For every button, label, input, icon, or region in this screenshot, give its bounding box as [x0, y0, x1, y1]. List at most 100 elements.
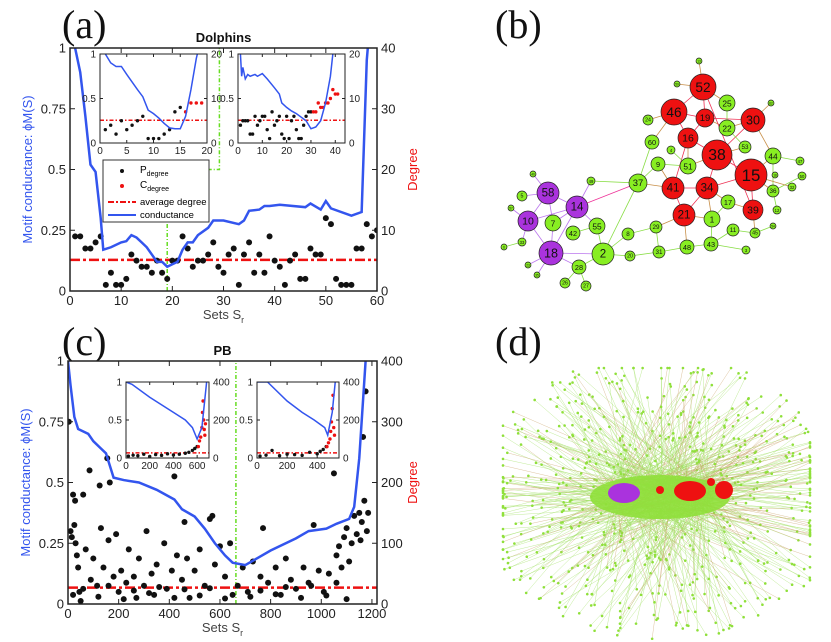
network-node-green — [589, 604, 593, 607]
p-degree-point — [330, 470, 337, 477]
network-node-green — [707, 415, 711, 418]
p-degree-point — [265, 579, 272, 586]
network-node-green — [643, 563, 647, 566]
network-node-green — [602, 530, 606, 534]
node-label: 40 — [531, 173, 535, 177]
p-degree-point — [263, 114, 267, 119]
p-degree-point — [184, 245, 191, 252]
network-edge — [584, 429, 673, 483]
network-node-green — [756, 559, 760, 562]
network-node-green: 55 — [588, 217, 606, 235]
network-node-green — [787, 451, 791, 454]
cluster-red — [656, 486, 664, 494]
network-node-green — [693, 572, 697, 576]
network-node-green — [651, 592, 654, 595]
network-edge — [668, 511, 730, 589]
network-node-green — [541, 498, 545, 502]
network-edge — [619, 503, 690, 612]
network-node-red: 21 — [672, 203, 696, 227]
network-node-green — [783, 435, 786, 439]
network-node-green — [616, 463, 620, 466]
network-node-green: 20 — [624, 250, 636, 262]
p-degree-point — [77, 597, 84, 604]
x-tick-label: 20 — [165, 293, 179, 308]
p-degree-point — [338, 281, 345, 288]
p-degree-point — [235, 281, 242, 288]
node-circle — [533, 271, 541, 279]
network-node-green — [752, 497, 756, 500]
network-node-green — [808, 475, 812, 479]
network-node-green — [723, 426, 726, 429]
p-degree-point — [162, 132, 166, 136]
p-degree-point — [275, 119, 279, 123]
p-degree-point — [343, 525, 350, 532]
c-degree-point — [199, 435, 203, 439]
node-label: 23 — [526, 264, 530, 268]
network-node-green: 62 — [767, 99, 775, 107]
network-node-green — [505, 495, 508, 499]
p-degree-point — [135, 119, 140, 123]
p-degree-point — [282, 555, 289, 562]
p-degree-point — [177, 452, 182, 456]
network-node-red: 19 — [695, 108, 715, 128]
node-label: 39 — [747, 205, 759, 217]
p-degree-point — [95, 593, 102, 600]
network-node-green — [563, 424, 566, 427]
network-node-green — [720, 443, 724, 447]
network-node-green — [508, 566, 512, 570]
network-node-green — [614, 372, 617, 376]
network-edge — [635, 431, 809, 482]
legend-p-main: P — [140, 165, 147, 176]
network-node-green — [570, 526, 573, 530]
p-degree-point — [265, 127, 269, 132]
network-edge — [507, 513, 667, 553]
network-node-green — [615, 633, 619, 637]
node-circle — [772, 205, 782, 215]
network-node-green — [501, 446, 505, 450]
network-node-green — [805, 505, 808, 509]
p-degree-point — [272, 123, 277, 127]
network-node-green — [770, 417, 774, 421]
p-degree-point — [118, 281, 125, 288]
p-degree-point — [251, 269, 258, 276]
node-circle — [741, 245, 751, 255]
network-node-green — [558, 601, 562, 604]
network-node-green — [691, 593, 694, 597]
network-node-green — [597, 453, 601, 456]
p-degree-point — [230, 245, 237, 252]
network-node-green — [636, 407, 640, 410]
network-node-green — [579, 393, 582, 396]
panel-label-d: (d) — [495, 319, 542, 364]
c-degree-point — [194, 101, 198, 105]
network-node-green — [501, 527, 505, 531]
x-tick-label: 0 — [66, 293, 73, 308]
x-tick-label: 10 — [257, 146, 269, 157]
p-degree-point — [178, 105, 182, 110]
p-degree-point — [163, 585, 170, 592]
p-degree-point — [194, 257, 201, 264]
x-tick-label: 10 — [114, 293, 128, 308]
network-node-green — [760, 434, 763, 438]
y-right-axis-label: Degree — [405, 461, 420, 504]
network-node-green — [804, 427, 808, 431]
node-label: 10 — [522, 216, 534, 228]
node-circle — [740, 107, 766, 133]
p-degree-point — [187, 450, 191, 454]
node-label: 44 — [768, 152, 778, 162]
network-node-green: 9 — [650, 156, 666, 172]
p-degree-point — [363, 221, 370, 228]
network-node-green — [743, 599, 747, 603]
x-tick-label: 20 — [201, 146, 213, 157]
p-degree-point — [297, 136, 301, 141]
c-degree-point — [331, 87, 335, 92]
y-left-tick-label: 1 — [57, 354, 64, 369]
legend-p-label: Pdegree — [140, 165, 169, 178]
p-degree-point — [82, 245, 89, 252]
p-degree-point — [90, 555, 97, 562]
network-node-green — [548, 525, 551, 529]
network-node-green — [534, 461, 538, 465]
x-tick-label: 20 — [281, 146, 293, 157]
y-right-axis-label: Degree — [405, 148, 420, 191]
node-label: 33 — [520, 240, 525, 245]
network-node-green — [542, 532, 545, 535]
